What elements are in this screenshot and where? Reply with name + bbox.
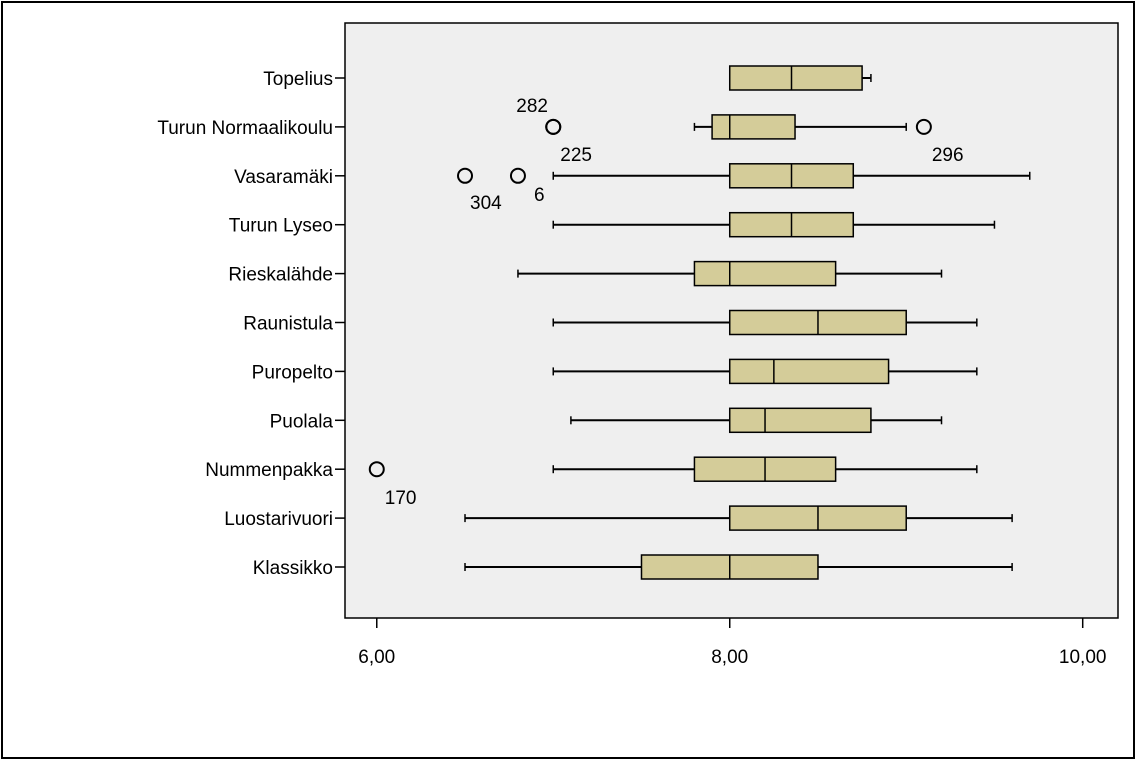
outlier-label-6: 6 <box>534 185 545 206</box>
outlier-304 <box>457 167 474 184</box>
chart-marks: Topelius Turun Normaalikoulu 282 225 296 Vasa… <box>157 65 1107 668</box>
outlier-296 <box>915 118 932 135</box>
outlier-225 <box>545 118 562 135</box>
y-tick-label-luostarivuori: Luostarivuori <box>224 509 333 530</box>
y-tick-label-topelius: Topelius <box>263 69 333 90</box>
x-tick-label-8: 8,00 <box>711 647 748 668</box>
box-turun-normaalikoulu <box>711 114 796 140</box>
box-puropelto <box>728 358 890 385</box>
y-tick-label-rieskalahde: Rieskalähde <box>228 265 333 286</box>
outlier-label-296: 296 <box>932 145 964 166</box>
outlier-label-225: 225 <box>560 145 592 166</box>
y-tick-label-raunistula: Raunistula <box>243 314 333 335</box>
y-tick-label-vasaramaki: Vasaramäki <box>234 167 333 188</box>
outlier-label-304: 304 <box>470 193 502 214</box>
y-tick-label-klassikko: Klassikko <box>253 558 333 579</box>
y-tick-label-turun-lyseo: Turun Lyseo <box>229 216 333 237</box>
outlier-label-170: 170 <box>385 488 417 509</box>
box-topelius <box>728 65 863 91</box>
x-tick-label-10: 10,00 <box>1059 647 1107 668</box>
x-tick-label-6: 6,00 <box>358 647 395 668</box>
y-tick-label-puropelto: Puropelto <box>252 362 333 383</box>
y-tick-label-nummenpakka: Nummenpakka <box>205 460 333 481</box>
box-rieskalahde <box>693 260 837 287</box>
box-puolala <box>728 407 872 434</box>
outlier-label-282: 282 <box>516 96 548 117</box>
y-tick-label-turun-normaalikoulu: Turun Normaalikoulu <box>157 118 333 139</box>
y-tick-label-puolala: Puolala <box>270 411 334 432</box>
outlier-170 <box>368 461 385 478</box>
outlier-6 <box>509 167 526 184</box>
